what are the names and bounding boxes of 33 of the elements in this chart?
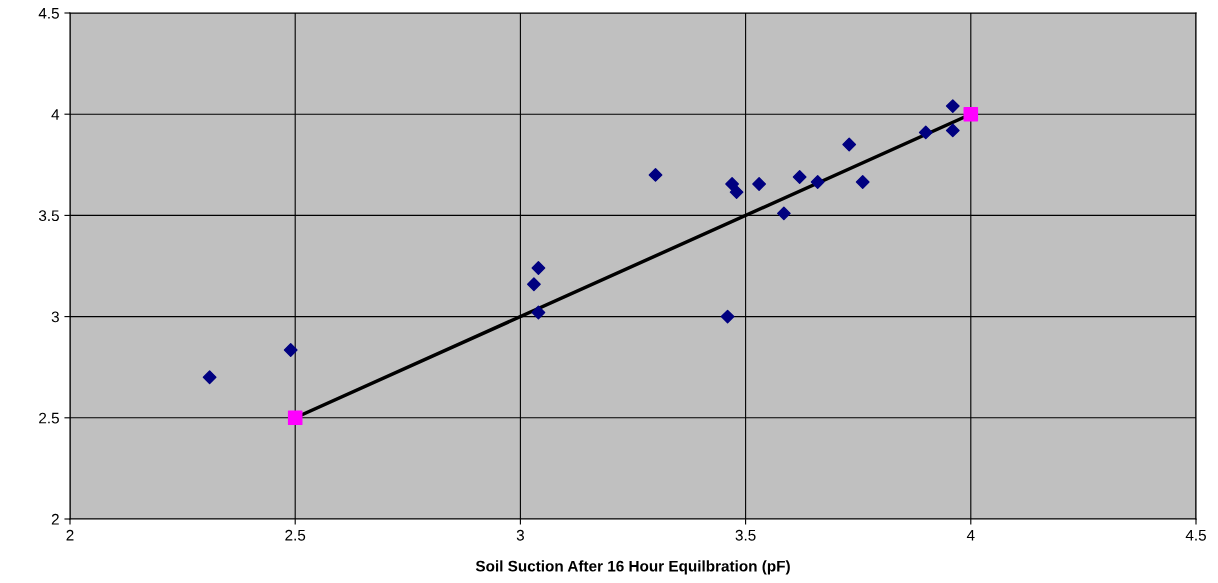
point [720,309,735,324]
x-tick-label: 3.5 [735,529,756,541]
point [202,370,217,385]
point [792,170,807,184]
y-tick-label: 4 [51,109,60,120]
y-tick-label: 3.5 [38,210,59,222]
point [527,277,541,292]
point [752,177,767,191]
point [842,137,857,152]
x-tick-label: 4.5 [1185,529,1206,541]
point [531,261,546,275]
y-tick-label: 2.5 [39,412,59,424]
x-tick-label: 4 [966,529,975,541]
point [855,175,870,189]
point [283,343,298,357]
x-axis-title: Soil Suction After 16 Hour Equilbration (pF) [475,560,790,575]
point [945,99,960,114]
x-tick-label: 2.5 [285,529,306,541]
point [725,177,739,191]
point [729,185,744,200]
point [531,305,546,320]
x-tick-label: 3 [516,529,524,541]
point [945,123,960,138]
point [776,206,791,221]
y-tick-label: 4.5 [38,8,59,19]
point [918,125,933,140]
x-tick-label: 2 [66,529,74,541]
point [810,175,825,189]
point [648,168,663,182]
y-tick-label: 3 [51,311,59,323]
y-tick-label: 2 [51,513,59,525]
point [963,106,979,122]
point [287,410,303,426]
